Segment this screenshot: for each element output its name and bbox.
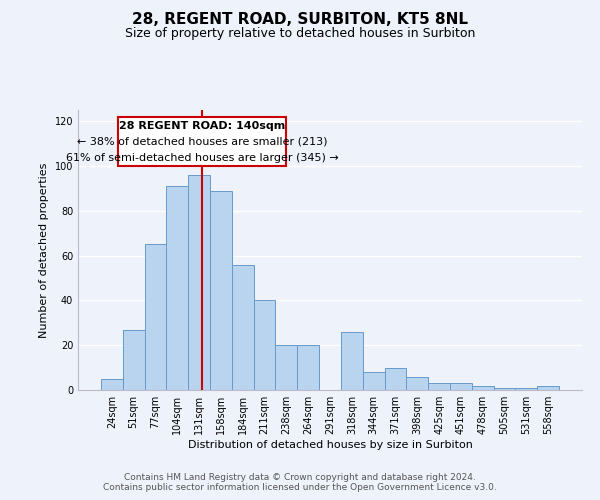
Bar: [363, 372, 385, 390]
X-axis label: Distribution of detached houses by size in Surbiton: Distribution of detached houses by size …: [188, 440, 472, 450]
Bar: [101, 379, 123, 390]
Bar: [123, 330, 145, 390]
Y-axis label: Number of detached properties: Number of detached properties: [39, 162, 49, 338]
Bar: [406, 376, 428, 390]
FancyBboxPatch shape: [118, 116, 286, 166]
Bar: [428, 384, 450, 390]
Text: 61% of semi-detached houses are larger (345) →: 61% of semi-detached houses are larger (…: [66, 152, 339, 162]
Text: ← 38% of detached houses are smaller (213): ← 38% of detached houses are smaller (21…: [77, 137, 328, 147]
Bar: [450, 384, 472, 390]
Bar: [297, 345, 319, 390]
Bar: [145, 244, 166, 390]
Text: Contains HM Land Registry data © Crown copyright and database right 2024.: Contains HM Land Registry data © Crown c…: [124, 474, 476, 482]
Text: Size of property relative to detached houses in Surbiton: Size of property relative to detached ho…: [125, 28, 475, 40]
Bar: [166, 186, 188, 390]
Bar: [232, 264, 254, 390]
Bar: [341, 332, 363, 390]
Bar: [385, 368, 406, 390]
Bar: [210, 190, 232, 390]
Bar: [515, 388, 537, 390]
Text: 28 REGENT ROAD: 140sqm: 28 REGENT ROAD: 140sqm: [119, 121, 286, 131]
Bar: [188, 175, 210, 390]
Bar: [537, 386, 559, 390]
Text: 28, REGENT ROAD, SURBITON, KT5 8NL: 28, REGENT ROAD, SURBITON, KT5 8NL: [132, 12, 468, 28]
Bar: [254, 300, 275, 390]
Bar: [494, 388, 515, 390]
Text: Contains public sector information licensed under the Open Government Licence v3: Contains public sector information licen…: [103, 484, 497, 492]
Bar: [275, 345, 297, 390]
Bar: [472, 386, 494, 390]
